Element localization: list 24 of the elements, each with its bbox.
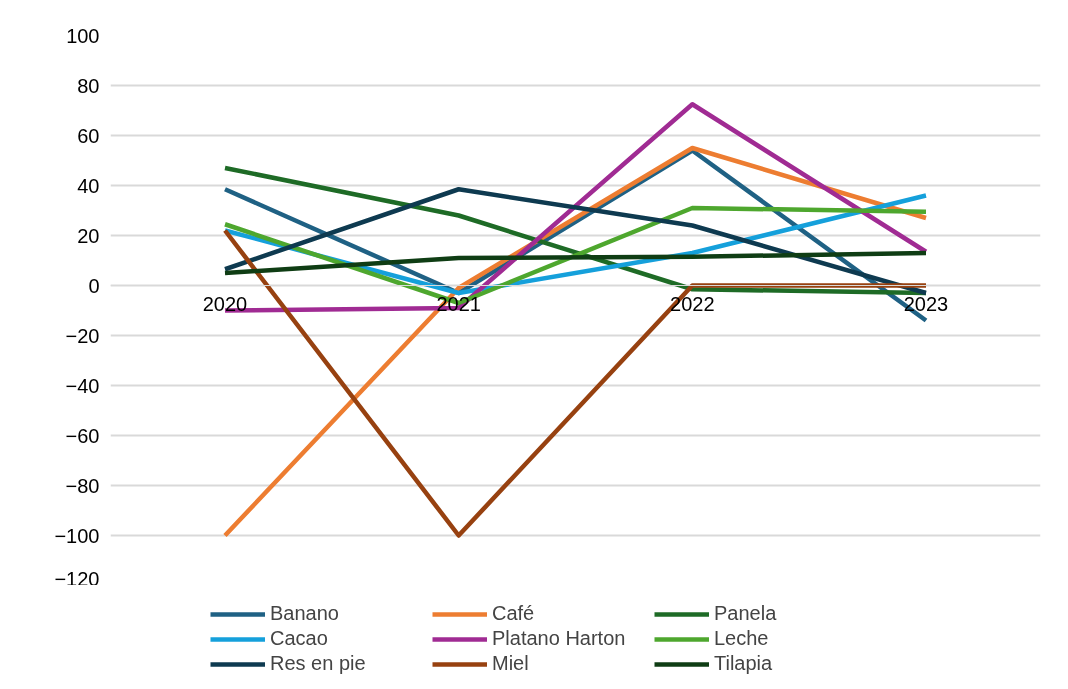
legend-label: Cacao (270, 627, 329, 650)
legend-label: Platano Harton (492, 627, 627, 650)
legend-label: Tilapia (714, 652, 774, 675)
y-tick-label: 80 (77, 74, 100, 97)
legend-label: Miel (492, 652, 530, 675)
y-tick-label: −120 (54, 567, 100, 590)
legend-label: Leche (714, 627, 770, 650)
y-tick-label: −40 (65, 374, 100, 397)
y-tick-label: 40 (77, 174, 100, 197)
y-tick-label: 20 (77, 224, 100, 247)
y-tick-label: 100 (66, 24, 100, 47)
y-tick-label: −100 (54, 524, 100, 547)
x-tick-label: 2020 (202, 292, 248, 315)
legend-label: Res en pie (270, 652, 367, 675)
legend-label: Café (492, 602, 536, 625)
line-series (222, 250, 929, 276)
y-tick-label: 60 (77, 124, 100, 147)
x-tick-label: 2023 (903, 292, 949, 315)
legend-label: Banano (270, 602, 340, 625)
y-tick-label: −20 (65, 324, 100, 347)
y-tick-label: −60 (65, 424, 100, 447)
legend-label: Panela (714, 602, 778, 625)
y-tick-label: −80 (65, 474, 100, 497)
y-tick-label: 0 (88, 274, 100, 297)
